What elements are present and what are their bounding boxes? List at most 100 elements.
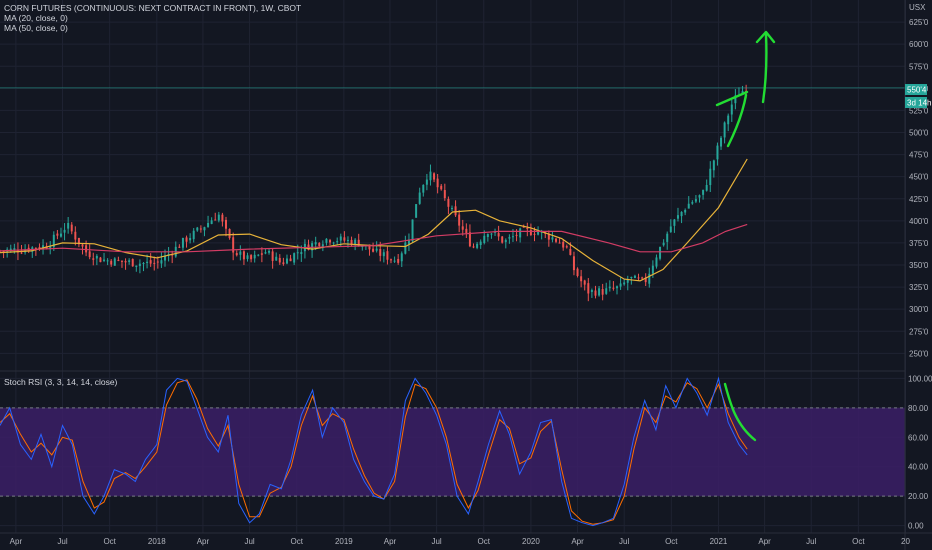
candle-body <box>712 160 715 171</box>
candle-body <box>415 204 418 218</box>
candle-body <box>612 287 615 289</box>
candle-body <box>250 255 253 260</box>
candle-body <box>203 227 206 231</box>
candle-body <box>332 242 335 244</box>
candle-body <box>224 219 227 229</box>
candle-body <box>490 233 493 235</box>
candle-body <box>651 265 654 274</box>
candle-body <box>558 242 561 244</box>
candle-body <box>271 251 274 261</box>
candle-body <box>264 252 267 254</box>
candle-body <box>450 208 453 210</box>
candle-body <box>354 239 357 245</box>
ma50-legend[interactable]: MA (50, close, 0) <box>4 23 68 33</box>
candle-body <box>508 237 511 239</box>
time-tick-label: Jul <box>244 537 254 546</box>
price-axis[interactable]: 250'0 275'0 300'0 325'0 350'0 375'0 400'0 425'0… <box>909 18 929 358</box>
candle-body <box>454 206 457 216</box>
time-tick-label: Jul <box>806 537 816 546</box>
candle-body <box>404 242 407 254</box>
candle-body <box>673 219 676 226</box>
stoch-k-line <box>0 376 748 527</box>
candle-body <box>519 228 522 238</box>
candle-body <box>214 219 217 221</box>
ma50-line <box>0 223 748 253</box>
candle-body <box>429 171 432 181</box>
price-tick-label: 275'0 <box>909 327 929 336</box>
price-tick-label: 425'0 <box>909 195 929 204</box>
candle-body <box>569 248 572 255</box>
candle-body <box>314 242 317 245</box>
stoch-axis[interactable]: 0.00 20.00 40.00 60.00 80.00 100.00 <box>908 374 932 530</box>
candle-body <box>605 288 608 294</box>
candle-body <box>357 239 360 247</box>
candle-body <box>278 257 281 263</box>
price-tick-label: 575'0 <box>909 62 929 71</box>
time-tick-label: Apr <box>758 537 771 546</box>
candle-body <box>131 259 134 267</box>
candle-body <box>465 228 468 234</box>
candle-body <box>156 261 159 263</box>
last-price-tag <box>905 84 927 95</box>
symbol-title[interactable]: CORN FUTURES (CONTINUOUS: NEXT CONTRACT … <box>4 3 302 13</box>
time-axis[interactable]: Apr Jul Oct 2018 Apr Jul Oct 2019 Apr Jul Oct 2020 A… <box>10 537 911 546</box>
time-tick-label: Oct <box>852 537 865 546</box>
candle-body <box>321 244 324 247</box>
price-tick-label: 600'0 <box>909 40 929 49</box>
candle-body <box>386 251 389 260</box>
stoch-legend: Stoch RSI (3, 3, 14, 14, close) <box>4 377 117 387</box>
time-tick-label: 2021 <box>710 537 728 546</box>
candle-body <box>336 241 339 243</box>
candle-body <box>2 250 5 252</box>
candle-body <box>253 254 256 259</box>
candle-body <box>580 276 583 282</box>
candle-body <box>285 258 288 264</box>
candle-body <box>232 237 235 253</box>
candle-body <box>691 202 694 204</box>
candle-body <box>20 252 23 254</box>
candle-body <box>522 226 525 228</box>
ma20-legend[interactable]: MA (20, close, 0) <box>4 13 68 23</box>
candle-body <box>637 277 640 279</box>
stoch-tick-label: 100.00 <box>908 374 932 383</box>
candle-body <box>511 236 514 238</box>
candle-body <box>504 239 507 243</box>
candle-body <box>608 286 611 289</box>
main-legend: CORN FUTURES (CONTINUOUS: NEXT CONTRACT … <box>4 3 301 33</box>
candle-body <box>598 288 601 296</box>
candle-body <box>483 235 486 244</box>
candle-body <box>533 233 536 235</box>
time-tick-label: Apr <box>384 537 397 546</box>
time-tick-label: 2020 <box>522 537 540 546</box>
stoch-tick-label: 60.00 <box>908 433 929 442</box>
candle-body <box>655 257 658 267</box>
countdown-value: 3d 14h <box>907 99 931 108</box>
candle-body <box>537 231 540 235</box>
time-tick-label: Apr <box>197 537 210 546</box>
candle-body <box>185 237 188 242</box>
candle-body <box>727 115 730 125</box>
candle-body <box>67 222 70 229</box>
candle-body <box>77 237 80 245</box>
candle-body <box>70 224 73 232</box>
candle-body <box>526 227 529 229</box>
price-tick-label: 300'0 <box>909 305 929 314</box>
candle-body <box>217 214 220 221</box>
candle-body <box>329 240 332 243</box>
candle-body <box>662 242 665 246</box>
candle-body <box>192 230 195 240</box>
candle-body <box>443 190 446 199</box>
candle-body <box>300 252 303 255</box>
candle-body <box>103 259 106 261</box>
candle-body <box>49 246 52 250</box>
candle-body <box>440 185 443 190</box>
candle-body <box>659 246 662 259</box>
price-tick-label: 325'0 <box>909 283 929 292</box>
candle-body <box>124 261 127 263</box>
stoch-title[interactable]: Stoch RSI (3, 3, 14, 14, close) <box>4 377 118 387</box>
candle-body <box>138 263 141 267</box>
candle-body <box>458 214 461 226</box>
candle-body <box>235 253 238 256</box>
candle-body <box>576 268 579 276</box>
